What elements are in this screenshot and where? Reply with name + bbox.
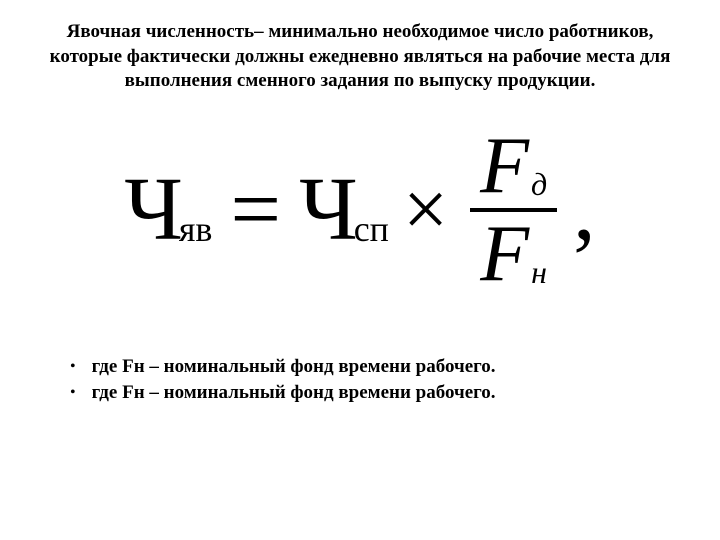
fraction-numerator: F д (470, 124, 557, 208)
bullet-icon: • (70, 358, 76, 376)
var-left-base: Ч (124, 165, 183, 255)
frac-den-sub: н (531, 256, 547, 288)
frac-num-sub: д (531, 168, 547, 200)
legend-text: где Fн – номинальный фонд времени рабоче… (92, 356, 496, 378)
var-left-sub: яв (179, 211, 213, 247)
var-mid-sub: сп (354, 211, 389, 247)
legend-item: • где Fн – номинальный фонд времени рабо… (70, 382, 690, 404)
var-mid-base: Ч (299, 165, 358, 255)
legend-list: • где Fн – номинальный фонд времени рабо… (30, 356, 690, 404)
times-sign: × (403, 170, 448, 250)
legend-item: • где Fн – номинальный фонд времени рабо… (70, 356, 690, 378)
formula-main: Ч яв = Ч сп × F д F н , (124, 124, 595, 296)
var-left: Ч яв (124, 165, 212, 255)
var-mid: Ч сп (299, 165, 389, 255)
bullet-icon: • (70, 384, 76, 402)
fraction: F д F н (470, 124, 557, 296)
trailing-comma: , (573, 165, 596, 255)
fraction-denominator: F н (470, 212, 557, 296)
equals-sign: = (230, 165, 281, 255)
frac-den-base: F (480, 214, 529, 294)
formula-container: Ч яв = Ч сп × F д F н , (30, 124, 690, 296)
frac-num-base: F (480, 126, 529, 206)
definition-heading: Явочная численность– минимально необходи… (30, 20, 690, 94)
legend-text: где Fн – номинальный фонд времени рабоче… (92, 382, 496, 404)
